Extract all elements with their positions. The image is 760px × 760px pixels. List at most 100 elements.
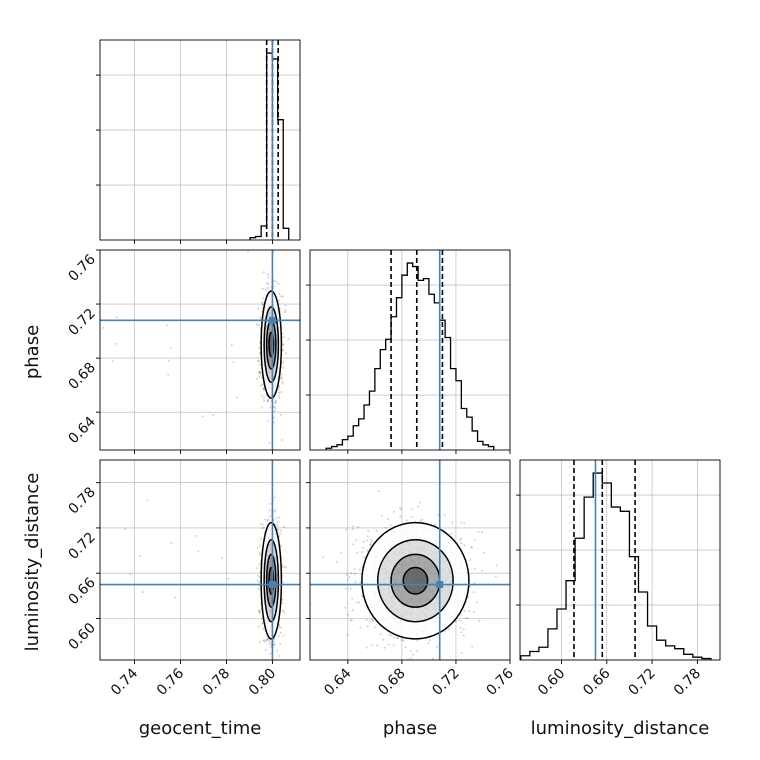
sample-point [221, 556, 224, 559]
sample-point [261, 297, 264, 300]
x-tick-label: 0.74 [108, 665, 141, 698]
sample-point [362, 540, 365, 543]
sample-point [255, 567, 258, 570]
sample-point [274, 508, 277, 511]
sample-point [282, 343, 285, 346]
sample-point [348, 576, 351, 578]
sample-point [351, 528, 354, 531]
sample-point [366, 549, 368, 552]
sample-point [463, 522, 466, 525]
sample-point [429, 639, 431, 642]
sample-point [282, 361, 285, 364]
sample-point [375, 529, 378, 532]
sample-point [257, 324, 260, 326]
sample-point [379, 633, 382, 636]
sample-point [275, 399, 278, 402]
sample-point [365, 646, 368, 649]
panel-frame [99, 249, 301, 451]
sample-point [481, 569, 484, 572]
sample-point [262, 526, 265, 529]
sample-point [167, 359, 170, 362]
sample-point [269, 652, 272, 655]
sample-point [259, 553, 262, 556]
sample-point [259, 611, 262, 614]
sample-point [421, 518, 424, 521]
sample-point [399, 507, 401, 510]
panel-frame [519, 459, 721, 661]
sample-point [257, 587, 260, 590]
sample-point [259, 371, 262, 374]
sample-point [280, 376, 282, 379]
sample-point [443, 514, 446, 517]
sample-point [322, 556, 325, 559]
sample-point [267, 273, 270, 276]
sample-point [363, 556, 366, 558]
sample-point [415, 639, 418, 642]
sample-point [273, 640, 275, 643]
sample-point [462, 634, 465, 637]
sample-point [266, 638, 269, 641]
sample-point [283, 611, 286, 614]
x-tick-label: 0.72 [429, 666, 462, 699]
sample-point [262, 523, 264, 526]
sample-point [410, 515, 413, 518]
sample-point [169, 346, 172, 349]
sample-point [339, 551, 342, 554]
sample-point [279, 529, 282, 532]
sample-point [459, 613, 462, 616]
density-shade [391, 554, 440, 608]
sample-point [372, 619, 374, 622]
sample-point [279, 626, 282, 629]
sample-point [277, 635, 280, 638]
sample-point [268, 441, 271, 444]
contour-1 [376, 539, 454, 623]
panel-frame [99, 459, 301, 661]
sample-point [469, 559, 472, 561]
sample-point [460, 521, 462, 524]
y-tick-label: 0.76 [65, 251, 98, 284]
panel-hist-geocent-time [96, 39, 301, 244]
sample-point [282, 348, 284, 351]
sample-point [281, 295, 284, 298]
sample-point [281, 332, 284, 335]
sample-point [282, 336, 285, 339]
x-tick-label: 0.76 [483, 665, 516, 698]
sample-point [259, 522, 262, 525]
sample-point [390, 634, 393, 637]
sample-point [197, 550, 200, 553]
sample-point [346, 578, 349, 581]
sample-point [353, 568, 356, 571]
sample-point [346, 633, 349, 636]
histogram-phase [325, 262, 495, 450]
sample-point [361, 594, 364, 597]
sample-point [266, 281, 269, 284]
panel-luminosity-distance-vs-phase [306, 459, 511, 664]
sample-point [268, 509, 271, 512]
sample-point [362, 546, 364, 549]
sample-point [276, 649, 279, 652]
sample-point [256, 574, 259, 577]
x-tick-label: 0.68 [375, 666, 408, 699]
sample-point [451, 521, 454, 524]
sample-point [402, 639, 405, 642]
sample-point [258, 370, 260, 373]
sample-point [258, 363, 261, 366]
panel-frame [309, 249, 511, 451]
sample-point [256, 377, 259, 380]
sample-point [462, 628, 465, 631]
sample-point [455, 620, 457, 623]
density-shade [266, 320, 276, 369]
sample-point [345, 573, 348, 576]
sample-point [261, 394, 264, 397]
sample-point [279, 642, 282, 645]
sample-point [279, 532, 282, 535]
sample-point [278, 624, 281, 627]
sample-point [274, 523, 277, 526]
sample-point [262, 639, 265, 642]
sample-point [259, 373, 262, 376]
sample-point [259, 316, 262, 319]
y-tick-label: 0.72 [65, 306, 98, 339]
x-tick-label: 0.76 [154, 665, 187, 698]
sample-point [477, 530, 480, 533]
sample-point [266, 400, 269, 402]
